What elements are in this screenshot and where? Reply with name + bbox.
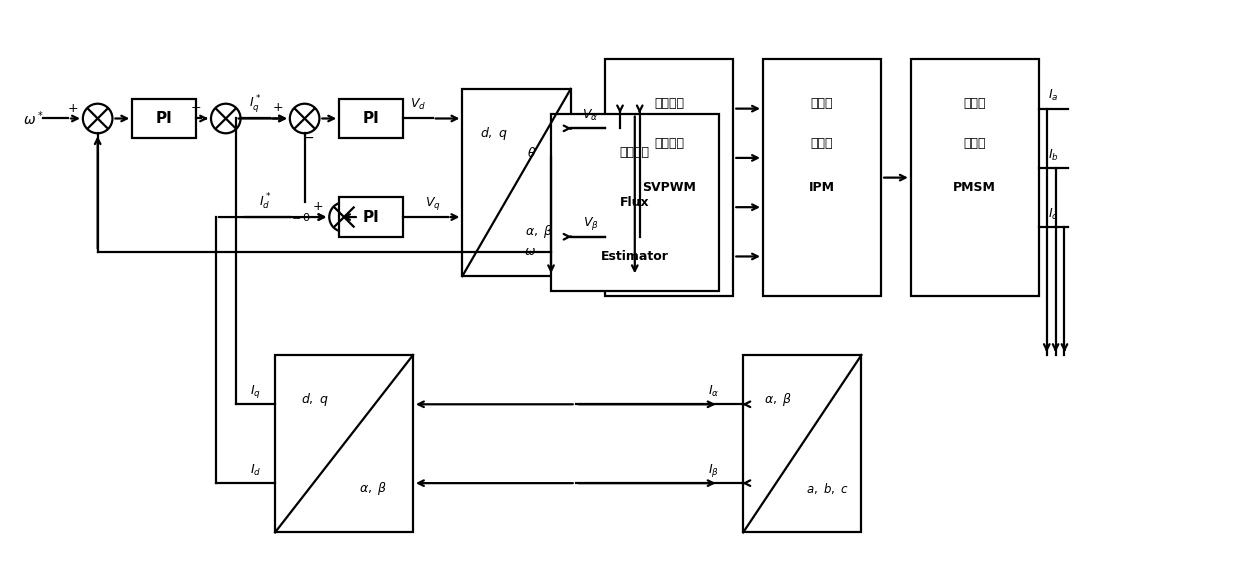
Text: $-$: $-$	[342, 229, 355, 242]
Text: $d,\ q$: $d,\ q$	[300, 391, 329, 408]
Text: PI: PI	[156, 111, 172, 126]
Text: $V_\alpha$: $V_\alpha$	[583, 108, 599, 123]
Text: +: +	[191, 101, 202, 114]
Circle shape	[290, 104, 320, 133]
Circle shape	[211, 104, 241, 133]
Bar	[551, 113, 718, 291]
Bar	[743, 355, 862, 532]
Text: 脉宽调制: 脉宽调制	[655, 137, 684, 150]
Text: $I_a$: $I_a$	[1048, 88, 1059, 103]
Text: $\omega$: $\omega$	[525, 245, 536, 258]
Text: $I_q^*$: $I_q^*$	[249, 93, 262, 115]
Text: +: +	[273, 101, 283, 114]
Text: 率模块: 率模块	[811, 137, 833, 150]
Bar	[339, 198, 403, 237]
Bar	[605, 59, 733, 296]
Text: Flux: Flux	[620, 196, 650, 209]
Bar	[339, 98, 403, 138]
Text: 智能功: 智能功	[811, 97, 833, 110]
Text: $I_\beta$: $I_\beta$	[708, 462, 719, 479]
Text: $I_d$: $I_d$	[249, 463, 260, 478]
Text: $I_\alpha$: $I_\alpha$	[708, 384, 719, 399]
Circle shape	[330, 202, 358, 232]
Text: $\alpha,\ \beta$: $\alpha,\ \beta$	[525, 223, 553, 240]
Text: $a,\ b,\ c$: $a,\ b,\ c$	[806, 480, 848, 495]
Text: $\omega^*$: $\omega^*$	[24, 109, 43, 128]
Text: +: +	[312, 200, 322, 213]
Text: $d,\ q$: $d,\ q$	[480, 125, 508, 142]
Text: $I_d^*$: $I_d^*$	[259, 192, 272, 213]
Bar	[275, 355, 413, 532]
Text: $V_q$: $V_q$	[425, 195, 440, 212]
Text: SVPWM: SVPWM	[642, 181, 696, 194]
Text: IPM: IPM	[808, 181, 835, 194]
Text: $I_q$: $I_q$	[250, 383, 260, 400]
Text: PMSM: PMSM	[954, 181, 996, 194]
Text: $V_d$: $V_d$	[410, 97, 427, 112]
Bar	[763, 59, 882, 296]
Text: PI: PI	[363, 210, 379, 225]
Text: $\alpha,\ \beta$: $\alpha,\ \beta$	[764, 391, 792, 408]
Text: 空间矢量: 空间矢量	[655, 97, 684, 110]
Text: $\theta$: $\theta$	[527, 146, 536, 160]
Text: $I_c$: $I_c$	[1049, 207, 1059, 222]
Text: $=0$: $=0$	[289, 211, 311, 223]
Bar	[910, 59, 1039, 296]
Text: 磁链估计: 磁链估计	[620, 146, 650, 160]
Text: Estimator: Estimator	[601, 250, 668, 263]
Text: 永磁同: 永磁同	[963, 97, 986, 110]
Text: $V_\beta$: $V_\beta$	[583, 215, 599, 233]
Text: $-$: $-$	[303, 130, 315, 144]
Text: $\alpha,\ \beta$: $\alpha,\ \beta$	[360, 480, 388, 497]
Circle shape	[83, 104, 113, 133]
Bar	[133, 98, 196, 138]
Text: PI: PI	[363, 111, 379, 126]
Text: 步电机: 步电机	[963, 137, 986, 150]
Text: +: +	[68, 102, 78, 115]
Text: $I_b$: $I_b$	[1048, 147, 1059, 162]
Bar	[463, 89, 570, 276]
